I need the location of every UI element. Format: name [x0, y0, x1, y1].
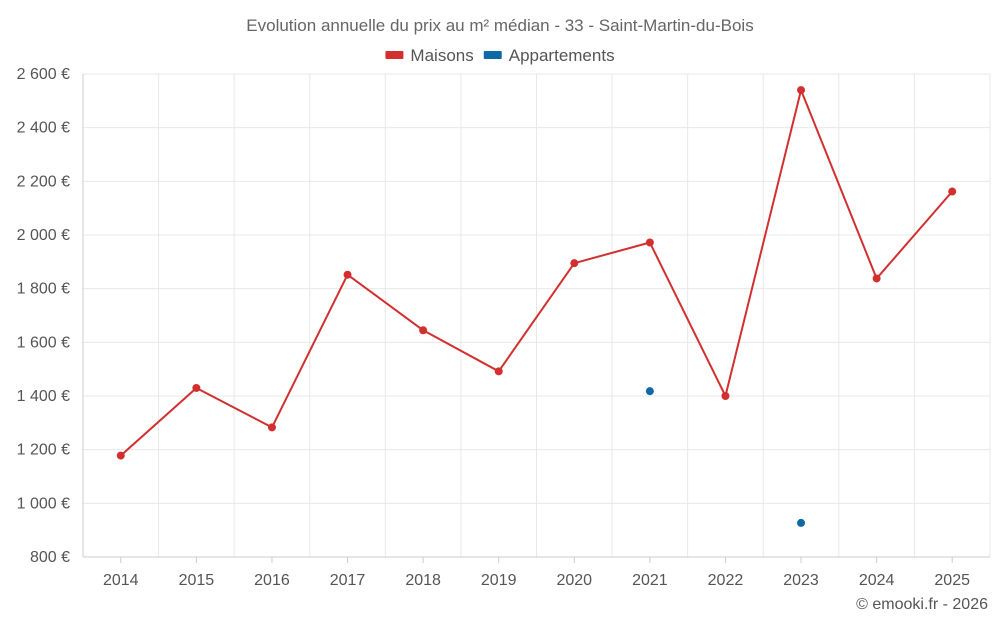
y-tick-label: 1 600 €: [17, 334, 70, 351]
x-tick-label: 2021: [632, 572, 668, 589]
y-tick-label: 1 000 €: [17, 495, 70, 512]
y-tick-label: 1 200 €: [17, 442, 70, 459]
data-point-maisons: [267, 423, 276, 432]
x-tick-label: 2015: [179, 572, 215, 589]
legend-item-maisons[interactable]: Maisons: [385, 46, 474, 65]
x-tick-label: 2023: [783, 572, 819, 589]
data-point-maisons: [797, 86, 806, 95]
x-tick-label: 2017: [330, 572, 366, 589]
data-point-maisons: [192, 383, 201, 392]
x-tick-label: 2020: [556, 572, 592, 589]
legend-item-appartements[interactable]: Appartements: [483, 46, 615, 65]
grid: [83, 73, 991, 557]
chart-title: Evolution annuelle du prix au m² médian …: [246, 16, 753, 35]
y-tick-label: 1 400 €: [17, 388, 70, 405]
data-point-maisons: [494, 367, 503, 376]
legend-label: Maisons: [410, 46, 473, 65]
data-point-maisons: [872, 274, 881, 283]
x-tick-label: 2025: [934, 572, 970, 589]
legend-swatch: [483, 51, 502, 59]
data-point-maisons: [570, 259, 579, 268]
x-tick-label: 2014: [103, 572, 139, 589]
series-line-maisons: [120, 89, 953, 457]
legend-label: Appartements: [509, 46, 615, 65]
data-point-maisons: [116, 451, 125, 460]
data-point-maisons: [645, 238, 654, 247]
x-tick-label: 2022: [708, 572, 744, 589]
data-point-appartements: [645, 387, 654, 396]
y-tick-label: 800 €: [30, 549, 70, 566]
axes: 800 € 1 000 € 1 200 € 1 400 € 1 600 € 1 800 €…: [17, 66, 990, 589]
x-tick-label: 2024: [859, 572, 895, 589]
x-tick-label: 2016: [254, 572, 290, 589]
data-point-maisons: [948, 187, 957, 196]
data-point-maisons: [343, 270, 352, 279]
series-layer: [116, 86, 957, 527]
legend: Maisons Appartements: [385, 46, 615, 65]
y-tick-label: 1 800 €: [17, 281, 70, 298]
data-point-appartements: [797, 518, 806, 527]
x-tick-label: 2019: [481, 572, 517, 589]
y-tick-label: 2 400 €: [17, 120, 70, 137]
legend-swatch: [385, 51, 404, 59]
data-point-maisons: [721, 392, 730, 400]
y-tick-label: 2 200 €: [17, 173, 70, 190]
x-tick-label: 2018: [405, 572, 441, 589]
y-tick-label: 2 600 €: [17, 66, 70, 83]
credit-text: © emooki.fr - 2026: [856, 596, 988, 613]
y-tick-label: 2 000 €: [17, 227, 70, 244]
data-point-maisons: [419, 326, 428, 335]
